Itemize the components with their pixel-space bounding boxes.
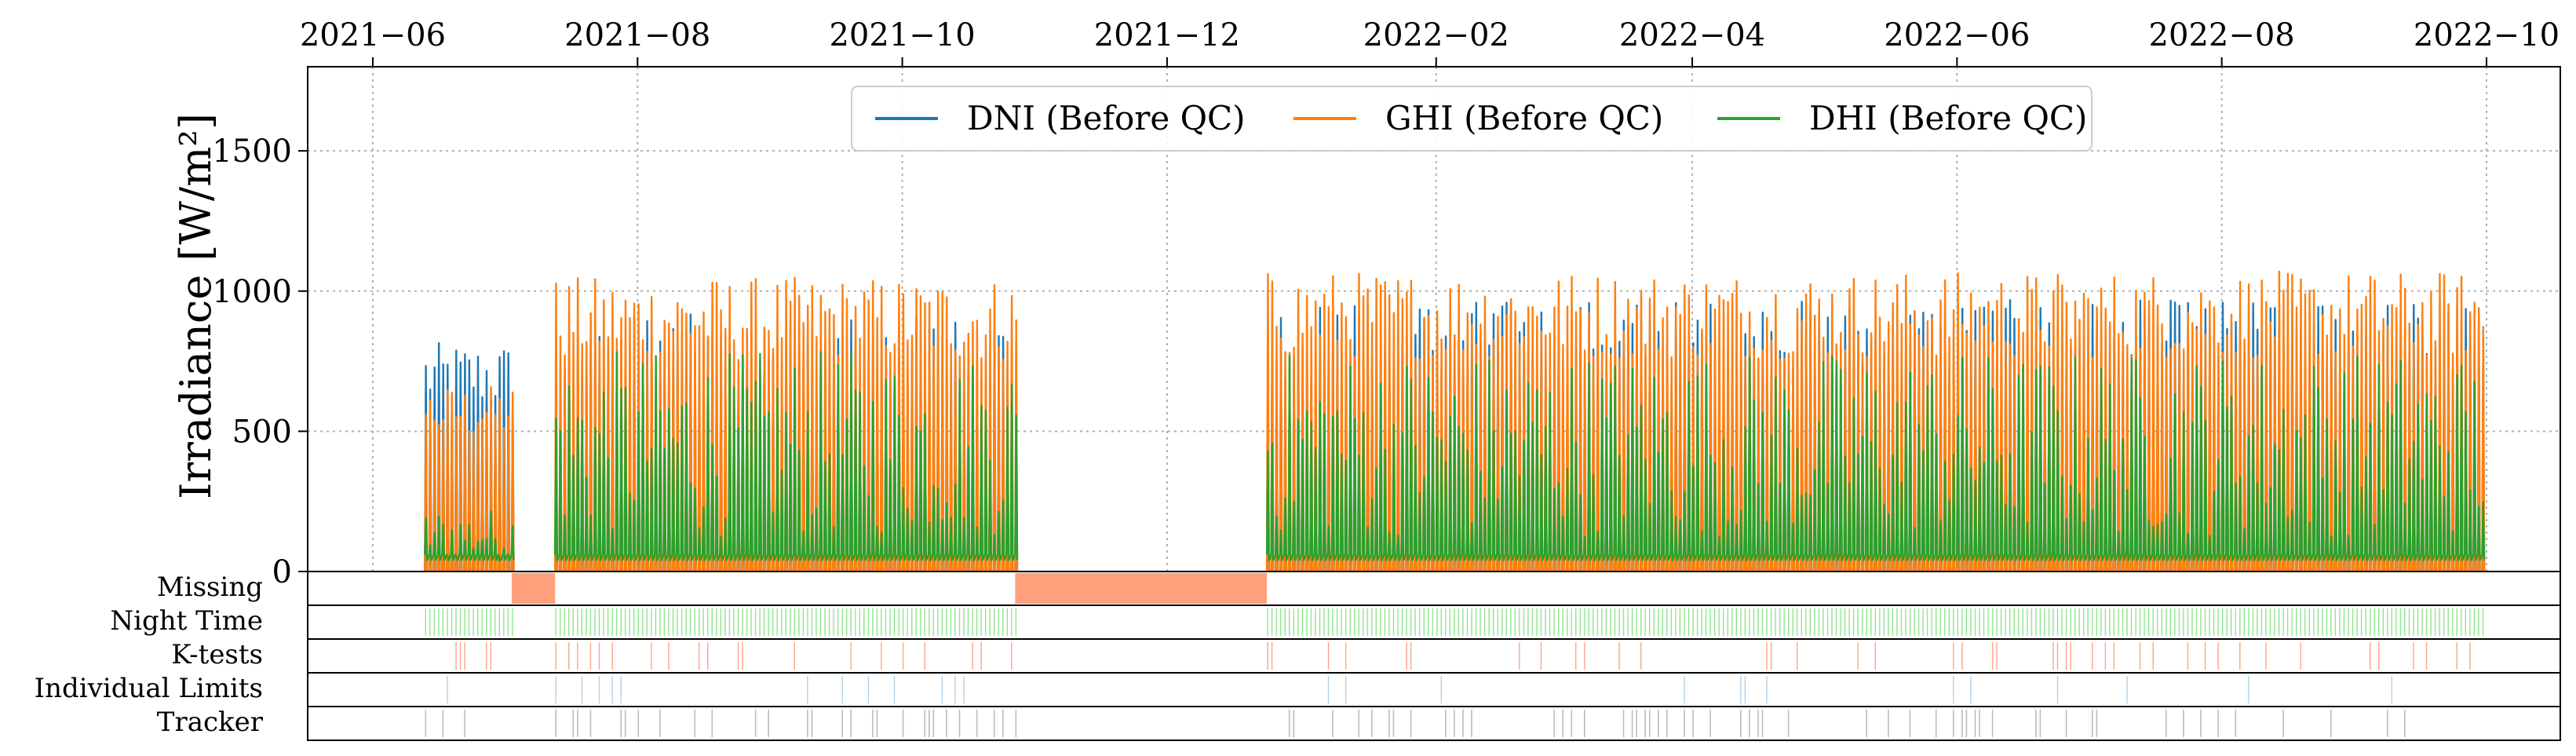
x-tick-label: 2022−02 xyxy=(1363,17,1509,53)
qc-flag-marks-night-time xyxy=(425,608,2484,636)
y-tick-label: 1500 xyxy=(212,133,292,170)
x-tick-label: 2021−10 xyxy=(829,17,975,53)
missing-period-block xyxy=(1015,573,1268,604)
qc-row-missing xyxy=(307,571,2561,606)
qc-row-label: Missing xyxy=(157,572,263,603)
qc-flag-marks-k-tests xyxy=(455,642,2471,670)
legend-label-dhi: DHI (Before QC) xyxy=(1809,99,2087,137)
y-tick-label: 500 xyxy=(232,414,292,450)
qc-row-individual-limits xyxy=(307,672,2561,707)
qc-row-tracker xyxy=(307,706,2561,741)
legend-label-dni: DNI (Before QC) xyxy=(967,99,1246,137)
qc-flag-marks-individual-limits xyxy=(447,676,2392,703)
qc-row-label: K-tests xyxy=(171,639,263,670)
x-tick-label: 2021−06 xyxy=(300,17,446,53)
y-axis-title: Irradiance [W/m²] xyxy=(171,113,221,499)
qc-flag-marks xyxy=(447,676,2392,703)
qc-row-label: Individual Limits xyxy=(35,673,263,704)
y-tick-label: 0 xyxy=(272,554,292,590)
legend-box xyxy=(851,86,2093,152)
series-line-dhi xyxy=(424,351,2486,562)
ticks-layer: 2021−06 2021−08 2021−10 2021−12 2022−02 2022−… xyxy=(212,17,2560,590)
legend: DNI (Before QC) GHI (Before QC) DHI (Bef… xyxy=(851,86,2093,152)
qc-flag-marks xyxy=(455,642,2471,670)
qc-flag-marks-tracker xyxy=(425,710,2406,737)
x-tick-label: 2022−10 xyxy=(2414,17,2560,53)
qc-flag-marks xyxy=(425,710,2406,737)
qc-row-label: Tracker xyxy=(157,707,264,738)
x-tick-label: 2022−04 xyxy=(1619,17,1765,53)
x-tick-label: 2022−06 xyxy=(1884,17,2030,53)
x-tick-label: 2022−08 xyxy=(2149,17,2295,53)
y-tick-label: 1000 xyxy=(212,274,292,310)
x-tick-label: 2021−12 xyxy=(1094,17,1240,53)
qc-row-k-tests xyxy=(307,638,2561,674)
legend-label-ghi: GHI (Before QC) xyxy=(1385,99,1663,137)
qc-row-label: Night Time xyxy=(110,605,263,637)
x-tick-label: 2021−08 xyxy=(564,17,710,53)
qc-flag-marks xyxy=(425,608,2484,636)
qc-panel-frame xyxy=(307,571,2561,741)
missing-period-block xyxy=(511,573,556,604)
